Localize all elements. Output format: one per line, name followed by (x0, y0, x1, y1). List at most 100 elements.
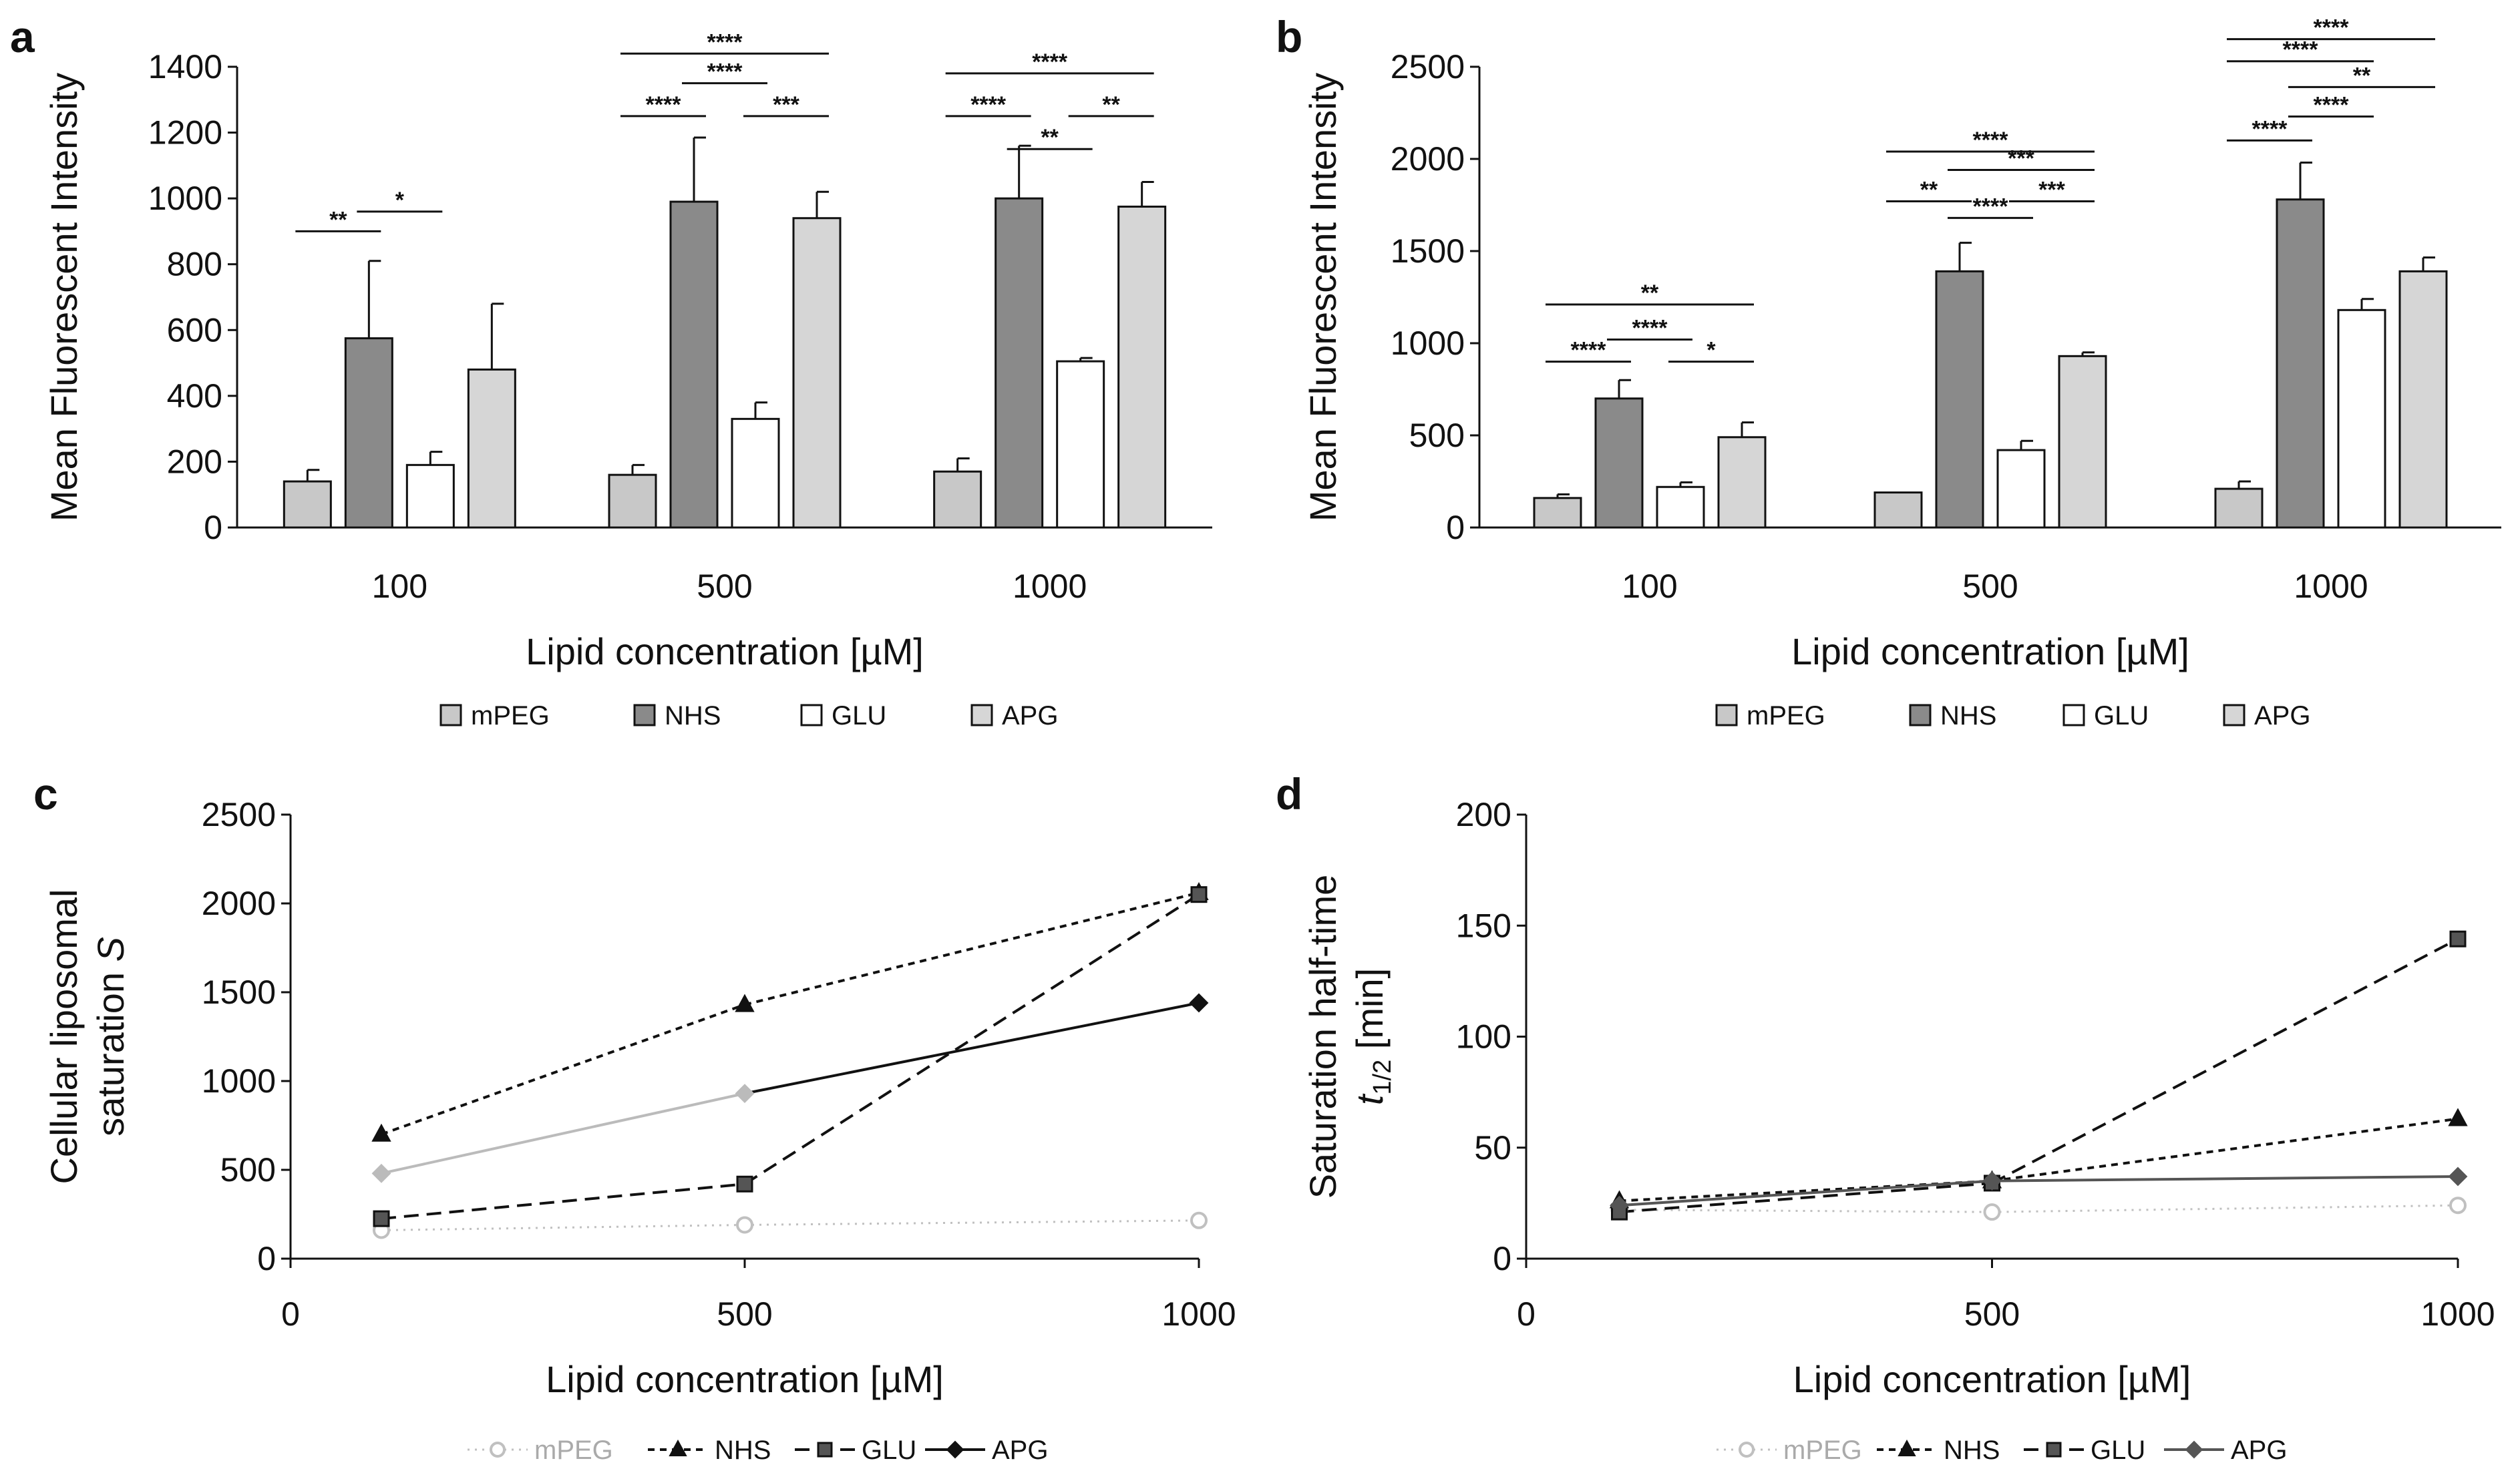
series-line-apg (381, 1092, 745, 1175)
y-tick-label: 0 (1493, 1240, 1511, 1277)
significance-label: * (1706, 338, 1716, 363)
y-tick-label: 50 (1474, 1129, 1511, 1167)
chart-c: c 0 500 1000 1500 2000 2500 0 500 1000 Cellular li… (33, 769, 1236, 1465)
legend-label: APG (992, 1436, 1048, 1465)
point-apg (371, 1163, 391, 1183)
y-axis-label-line2: t (1348, 1093, 1391, 1105)
point-apg (2448, 1167, 2468, 1187)
y-tick-label: 1200 (148, 114, 222, 152)
marker-diamond (2448, 1167, 2468, 1187)
significance-label: **** (646, 92, 682, 118)
bar-mpeg (1873, 491, 1923, 529)
bar-apg (1117, 205, 1167, 529)
series-line-glu (1991, 937, 2459, 1185)
point-mpeg (1190, 1211, 1208, 1229)
bar-glu (405, 463, 455, 529)
marker-square (2046, 1442, 2062, 1458)
bar-mpeg (1533, 497, 1582, 529)
bar-mpeg (2214, 487, 2264, 529)
panel-letter: b (1276, 12, 1302, 61)
legend-label: NHS (1944, 1436, 2000, 1465)
legend-marker-apg (946, 1440, 964, 1459)
significance-label: ** (1641, 280, 1659, 306)
bar-nhs (995, 197, 1044, 529)
significance-label: **** (707, 59, 743, 85)
panel-letter: d (1276, 769, 1302, 819)
panel-letter: c (33, 769, 58, 819)
marker-triangle (669, 1439, 687, 1456)
significance-label: **** (707, 29, 743, 55)
legend-label: GLU (2094, 701, 2149, 730)
y-tick-label: 1000 (1391, 325, 1465, 362)
series-line-mpeg (1619, 1209, 1992, 1213)
marker-diamond (1189, 993, 1209, 1013)
marker-square (1190, 886, 1208, 903)
marker-diamond (735, 1084, 755, 1104)
series-line-mpeg (381, 1223, 745, 1231)
panel-letter: a (10, 12, 35, 61)
significance-label: ** (1041, 125, 1059, 150)
series-line-glu (1619, 1181, 1992, 1214)
point-mpeg (1983, 1203, 2001, 1221)
y-tick-label: 200 (1456, 796, 1511, 833)
marker-circle (2449, 1197, 2467, 1215)
point-apg (1982, 1171, 2002, 1191)
series-line-apg (1619, 1179, 1992, 1207)
x-axis-label: Lipid concentration [µM] (1793, 1358, 2191, 1400)
marker-triangle (735, 994, 755, 1012)
bar-nhs (1935, 270, 1984, 529)
point-nhs (735, 994, 755, 1012)
marker-triangle (2448, 1108, 2468, 1126)
marker-circle (1739, 1442, 1755, 1458)
marker-square (373, 1210, 390, 1227)
x-tick-label: 100 (372, 568, 427, 605)
legend-marker-glu (2046, 1442, 2062, 1458)
significance-label: **** (1032, 49, 1068, 75)
significance-label: **** (2252, 116, 2288, 142)
legend-label: APG (2254, 701, 2310, 730)
legend-swatch-glu (800, 704, 823, 726)
legend-label: GLU (2091, 1436, 2145, 1465)
marker-diamond (371, 1163, 391, 1183)
marker-square (736, 1175, 753, 1193)
bar-glu (1656, 485, 1705, 529)
x-tick-label: 1000 (2294, 568, 2368, 605)
marker-triangle (1898, 1439, 1916, 1456)
y-tick-label: 150 (1456, 907, 1511, 944)
legend-swatch-apg (2223, 704, 2245, 726)
legend-label: mPEG (1747, 701, 1825, 730)
bar-mpeg (608, 473, 657, 529)
y-axis-label: Mean Fluorescent Intensity (43, 73, 85, 521)
chart-d: d 0 50 100 150 200 0 500 1000 Saturation half-tim… (1276, 769, 2495, 1465)
bar-apg (2398, 270, 2448, 529)
marker-diamond (946, 1440, 964, 1459)
point-apg (1189, 993, 1209, 1013)
y-tick-label: 200 (167, 443, 222, 480)
bar-apg (2058, 355, 2107, 529)
x-axis-label: Lipid concentration [µM] (526, 630, 924, 672)
legend-swatch-apg (970, 704, 993, 726)
significance-label: **** (1973, 128, 2009, 153)
legend-label: NHS (665, 701, 721, 730)
point-glu (2449, 930, 2467, 947)
point-glu (1190, 886, 1208, 903)
legend-label: APG (1002, 701, 1058, 730)
marker-circle (1190, 1211, 1208, 1229)
y-tick-label: 2000 (1391, 140, 1465, 178)
series-line-nhs (1619, 1179, 1992, 1203)
significance-label: **** (2314, 15, 2350, 41)
y-tick-label: 100 (1456, 1018, 1511, 1056)
legend-swatch-mpeg (1715, 704, 1738, 726)
legend-marker-mpeg (490, 1442, 506, 1458)
significance-label: *** (2008, 146, 2034, 172)
x-tick-label: 0 (281, 1295, 300, 1333)
y-axis-label-line1: Cellular liposomal (43, 889, 85, 1185)
point-mpeg (2449, 1197, 2467, 1215)
legend-swatch-nhs (633, 704, 656, 726)
y-axis-label-line1: Saturation half-time (1302, 875, 1344, 1199)
legend-swatch-glu (2062, 704, 2085, 726)
point-mpeg (736, 1216, 753, 1234)
